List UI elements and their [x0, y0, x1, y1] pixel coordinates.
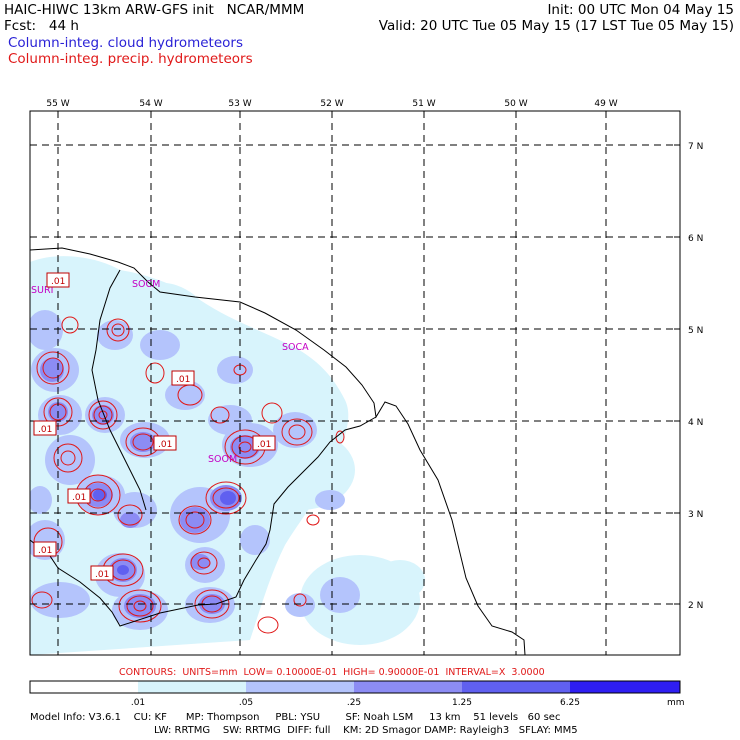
contour-label-text: .01 — [257, 440, 271, 450]
contour-label-text: .01 — [72, 493, 86, 503]
colorbar-bin — [462, 681, 570, 693]
lon-labels: 55 W 54 W 53 W 52 W 51 W 50 W 49 W — [46, 99, 617, 109]
contour-label-text: .01 — [51, 277, 65, 287]
contour-labels: .01 .01 .01 .01 .01 .01 .01 .01 — [33, 272, 276, 581]
place-label: SURI — [31, 285, 53, 296]
colorbar-frame — [29, 680, 681, 694]
lat-label: 7 N — [688, 142, 703, 152]
lon-label: 49 W — [594, 99, 617, 109]
map-frame — [29, 110, 681, 656]
colorbar-tick: .05 — [239, 698, 253, 708]
colorbar-tick: .01 — [131, 698, 145, 708]
model-info-line1: Model Info: V3.6.1 CU: KF MP: Thompson P… — [30, 712, 561, 723]
colorbar-bin — [570, 681, 680, 693]
colorbar-bin — [354, 681, 462, 693]
lat-label: 4 N — [688, 418, 703, 428]
lat-label: 5 N — [688, 326, 703, 336]
contour-label-text: .01 — [38, 546, 52, 556]
place-labels: SURI SOCM SOCA SOOM — [31, 279, 309, 465]
colorbar-bin — [138, 681, 246, 693]
lon-label: 55 W — [46, 99, 69, 109]
lon-label: 53 W — [228, 99, 251, 109]
contour-label-text: .01 — [95, 570, 109, 580]
lon-label: 52 W — [320, 99, 343, 109]
contour-label-text: .01 — [38, 425, 52, 435]
contour-label-box: .01 — [252, 435, 276, 451]
colorbar-unit: mm — [667, 698, 685, 708]
place-label: SOCM — [132, 279, 160, 290]
colorbar-tick: .25 — [347, 698, 361, 708]
lat-label: 2 N — [688, 601, 703, 611]
colorbar-bin — [30, 681, 138, 693]
model-info-line2: LW: RRTMG SW: RRTMG DIFF: full KM: 2D Sm… — [154, 725, 578, 736]
lon-label: 50 W — [504, 99, 527, 109]
contours-info: CONTOURS: UNITS=mm LOW= 0.10000E-01 HIGH… — [119, 667, 545, 678]
lat-label: 6 N — [688, 234, 703, 244]
title-left: HAIC-HIWC 13km ARW-GFS init NCAR/MMM — [4, 2, 305, 18]
contour-label-box: .01 — [67, 488, 91, 504]
colorbar: .01 .05 .25 1.25 6.25 mm — [29, 680, 685, 708]
lon-label: 51 W — [412, 99, 435, 109]
legend-cloud: Column-integ. cloud hydrometeors — [8, 35, 244, 51]
legend-precip: Column-integ. precip. hydrometeors — [8, 51, 253, 67]
contour-label-box: .01 — [46, 272, 70, 288]
contour-label-text: .01 — [176, 375, 190, 385]
colorbar-tick: 1.25 — [452, 698, 472, 708]
colorbar-tick: 6.25 — [560, 698, 580, 708]
colorbar-bin — [246, 681, 354, 693]
graticule — [30, 111, 680, 655]
contour-label-box: .01 — [33, 420, 57, 436]
lon-label: 54 W — [139, 99, 162, 109]
valid-time: Valid: 20 UTC Tue 05 May 15 (17 LST Tue … — [378, 18, 734, 34]
contour-label-box: .01 — [171, 370, 195, 386]
lat-labels: 7 N 6 N 5 N 4 N 3 N 2 N — [688, 142, 703, 611]
contour-label-box: .01 — [90, 565, 114, 581]
forecast-hour: Fcst: 44 h — [4, 18, 79, 34]
coastline — [30, 247, 526, 655]
contour-label-box: .01 — [153, 435, 177, 451]
place-label: SOOM — [208, 454, 237, 465]
lat-label: 3 N — [688, 510, 703, 520]
contour-label-text: .01 — [158, 440, 172, 450]
axis-ticks — [57, 111, 680, 605]
place-label: SOCA — [282, 342, 309, 353]
init-time: Init: 00 UTC Mon 04 May 15 — [547, 2, 734, 18]
contour-label-box: .01 — [33, 541, 57, 557]
